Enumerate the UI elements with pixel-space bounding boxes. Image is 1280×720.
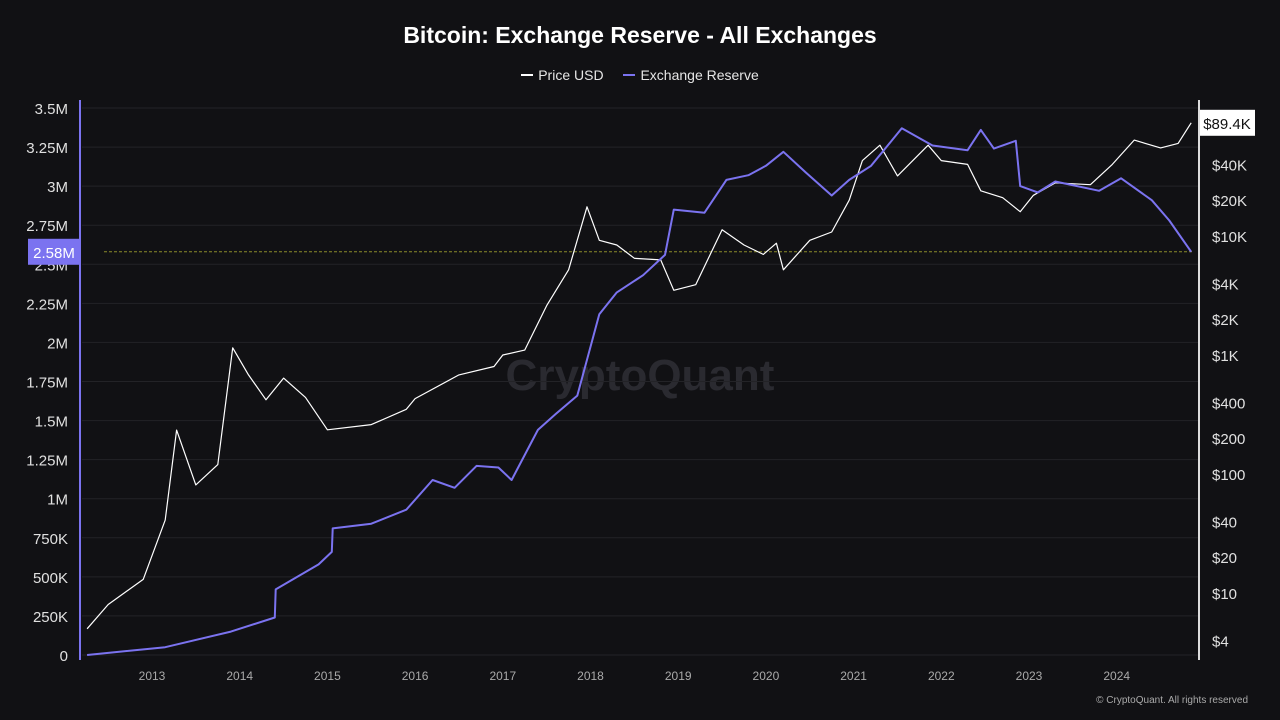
legend-item-reserve[interactable]: Exchange Reserve [623, 67, 759, 83]
y-left-tick-label: 1M [47, 492, 68, 509]
y-right-tick-label: $4 [1212, 633, 1229, 650]
x-tick-label: 2016 [402, 669, 429, 683]
y-right-tick-label: $4K [1212, 276, 1239, 293]
y-left-tick-label: 750K [33, 531, 68, 548]
x-tick-label: 2024 [1103, 669, 1130, 683]
copyright-footer: © CryptoQuant. All rights reserved [1096, 695, 1248, 706]
y-left-tick-label: 1.75M [26, 375, 68, 392]
y-right-tick-label: $1K [1212, 348, 1239, 365]
x-tick-label: 2019 [665, 669, 692, 683]
x-tick-label: 2015 [314, 669, 341, 683]
x-tick-label: 2023 [1016, 669, 1043, 683]
y-left-tick-label: 1.5M [35, 414, 68, 431]
current-price-label: $89.4K [1203, 116, 1251, 133]
y-left-tick-label: 2M [47, 335, 68, 352]
watermark: CryptoQuant [506, 351, 775, 400]
y-left-tick-label: 0 [60, 648, 68, 665]
y-left-tick-label: 1.25M [26, 453, 68, 470]
legend: Price USD Exchange Reserve [0, 63, 1280, 83]
y-right-tick-label: $40K [1212, 157, 1247, 174]
x-tick-label: 2014 [226, 669, 253, 683]
y-left-tick-label: 2.25M [26, 296, 68, 313]
y-right-tick-label: $40 [1212, 514, 1237, 531]
current-reserve-label: 2.58M [33, 245, 75, 262]
y-right-tick-label: $20K [1212, 193, 1247, 210]
current-reserve-badge [28, 238, 80, 265]
y-left-tick-label: 2.75M [26, 218, 68, 235]
x-tick-label: 2017 [489, 669, 516, 683]
chart-title: Bitcoin: Exchange Reserve - All Exchange… [403, 22, 877, 48]
legend-label-price: Price USD [538, 67, 604, 83]
reserve-series-line [87, 127, 1193, 656]
legend-swatch-price [521, 74, 534, 76]
y-left-tick-label: 3.25M [26, 140, 68, 157]
y-right-tick-label: $2K [1212, 312, 1239, 329]
y-right-tick-label: $400 [1212, 395, 1245, 412]
y-right-tick-label: $10 [1212, 586, 1237, 603]
price-series-line [86, 122, 1192, 630]
current-price-badge [1200, 109, 1255, 136]
x-tick-label: 2022 [928, 669, 955, 683]
y-right-tick-label: $10K [1212, 229, 1247, 246]
y-left-tick-label: 3.5M [35, 101, 68, 118]
x-tick-label: 2020 [753, 669, 780, 683]
y-left-tick-label: 500K [33, 570, 68, 587]
x-tick-label: 2021 [840, 669, 867, 683]
y-right-tick-label: $200 [1212, 431, 1245, 448]
y-right-tick-label: $100 [1212, 467, 1245, 484]
y-right-tick-label: $20 [1212, 550, 1237, 567]
legend-label-reserve: Exchange Reserve [640, 67, 759, 83]
x-tick-label: 2018 [577, 669, 604, 683]
legend-swatch-reserve [623, 74, 636, 76]
x-tick-label: 2013 [139, 669, 166, 683]
y-left-tick-label: 250K [33, 609, 68, 626]
y-left-tick-label: 3M [47, 179, 68, 196]
legend-item-price[interactable]: Price USD [521, 67, 604, 83]
